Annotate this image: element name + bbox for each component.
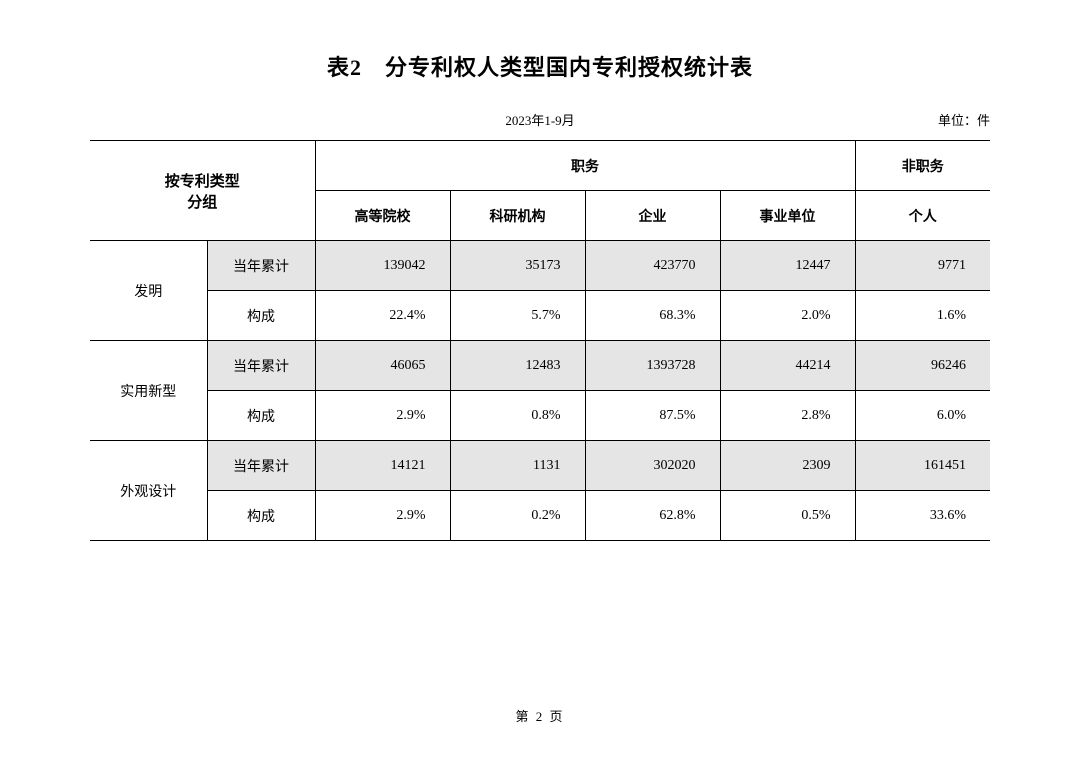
table-row: 实用新型 当年累计 46065 12483 1393728 44214 9624… [90, 341, 990, 391]
header-row-1: 按专利类型 分组 职务 非职务 [90, 141, 990, 191]
cell-value: 87.5% [585, 391, 720, 441]
patent-stat-table: 按专利类型 分组 职务 非职务 高等院校 科研机构 企业 事业单位 个人 发明 … [90, 140, 990, 541]
cell-value: 2.0% [720, 291, 855, 341]
cell-value: 2.9% [315, 491, 450, 541]
category-name: 发明 [90, 241, 207, 341]
row-sublabel: 构成 [207, 291, 315, 341]
header-group-line2: 分组 [90, 191, 315, 212]
cell-value: 44214 [720, 341, 855, 391]
cell-value: 0.5% [720, 491, 855, 541]
header-col-4: 事业单位 [720, 191, 855, 241]
header-col-5: 个人 [855, 191, 990, 241]
header-col-1: 高等院校 [315, 191, 450, 241]
table-row: 外观设计 当年累计 14121 1131 302020 2309 161451 [90, 441, 990, 491]
table-row: 发明 当年累计 139042 35173 423770 12447 9771 [90, 241, 990, 291]
cell-value: 1393728 [585, 341, 720, 391]
table-row: 构成 2.9% 0.2% 62.8% 0.5% 33.6% [90, 491, 990, 541]
cell-value: 22.4% [315, 291, 450, 341]
cell-value: 33.6% [855, 491, 990, 541]
cell-value: 2.9% [315, 391, 450, 441]
unit-label: 单位：件 [938, 110, 990, 129]
cell-value: 46065 [315, 341, 450, 391]
category-name: 实用新型 [90, 341, 207, 441]
row-sublabel: 当年累计 [207, 241, 315, 291]
cell-value: 302020 [585, 441, 720, 491]
header-col-2: 科研机构 [450, 191, 585, 241]
header-group-label: 按专利类型 分组 [90, 141, 315, 241]
cell-value: 12447 [720, 241, 855, 291]
table-row: 构成 2.9% 0.8% 87.5% 2.8% 6.0% [90, 391, 990, 441]
cell-value: 161451 [855, 441, 990, 491]
cell-value: 6.0% [855, 391, 990, 441]
row-sublabel: 构成 [207, 491, 315, 541]
cell-value: 2309 [720, 441, 855, 491]
header-zhiwu: 职务 [315, 141, 855, 191]
row-sublabel: 构成 [207, 391, 315, 441]
cell-value: 62.8% [585, 491, 720, 541]
cell-value: 12483 [450, 341, 585, 391]
category-name: 外观设计 [90, 441, 207, 541]
cell-value: 14121 [315, 441, 450, 491]
cell-value: 1.6% [855, 291, 990, 341]
row-sublabel: 当年累计 [207, 341, 315, 391]
header-feizhiwu: 非职务 [855, 141, 990, 191]
table-title: 表2 分专利权人类型国内专利授权统计表 [90, 50, 990, 82]
page-footer: 第 2 页 [0, 706, 1080, 725]
cell-value: 423770 [585, 241, 720, 291]
header-group-line1: 按专利类型 [90, 170, 315, 191]
row-sublabel: 当年累计 [207, 441, 315, 491]
cell-value: 35173 [450, 241, 585, 291]
period-label: 2023年1-9月 [505, 110, 574, 129]
cell-value: 1131 [450, 441, 585, 491]
cell-value: 2.8% [720, 391, 855, 441]
cell-value: 9771 [855, 241, 990, 291]
cell-value: 0.2% [450, 491, 585, 541]
header-col-3: 企业 [585, 191, 720, 241]
cell-value: 0.8% [450, 391, 585, 441]
cell-value: 139042 [315, 241, 450, 291]
cell-value: 5.7% [450, 291, 585, 341]
cell-value: 96246 [855, 341, 990, 391]
table-row: 构成 22.4% 5.7% 68.3% 2.0% 1.6% [90, 291, 990, 341]
cell-value: 68.3% [585, 291, 720, 341]
